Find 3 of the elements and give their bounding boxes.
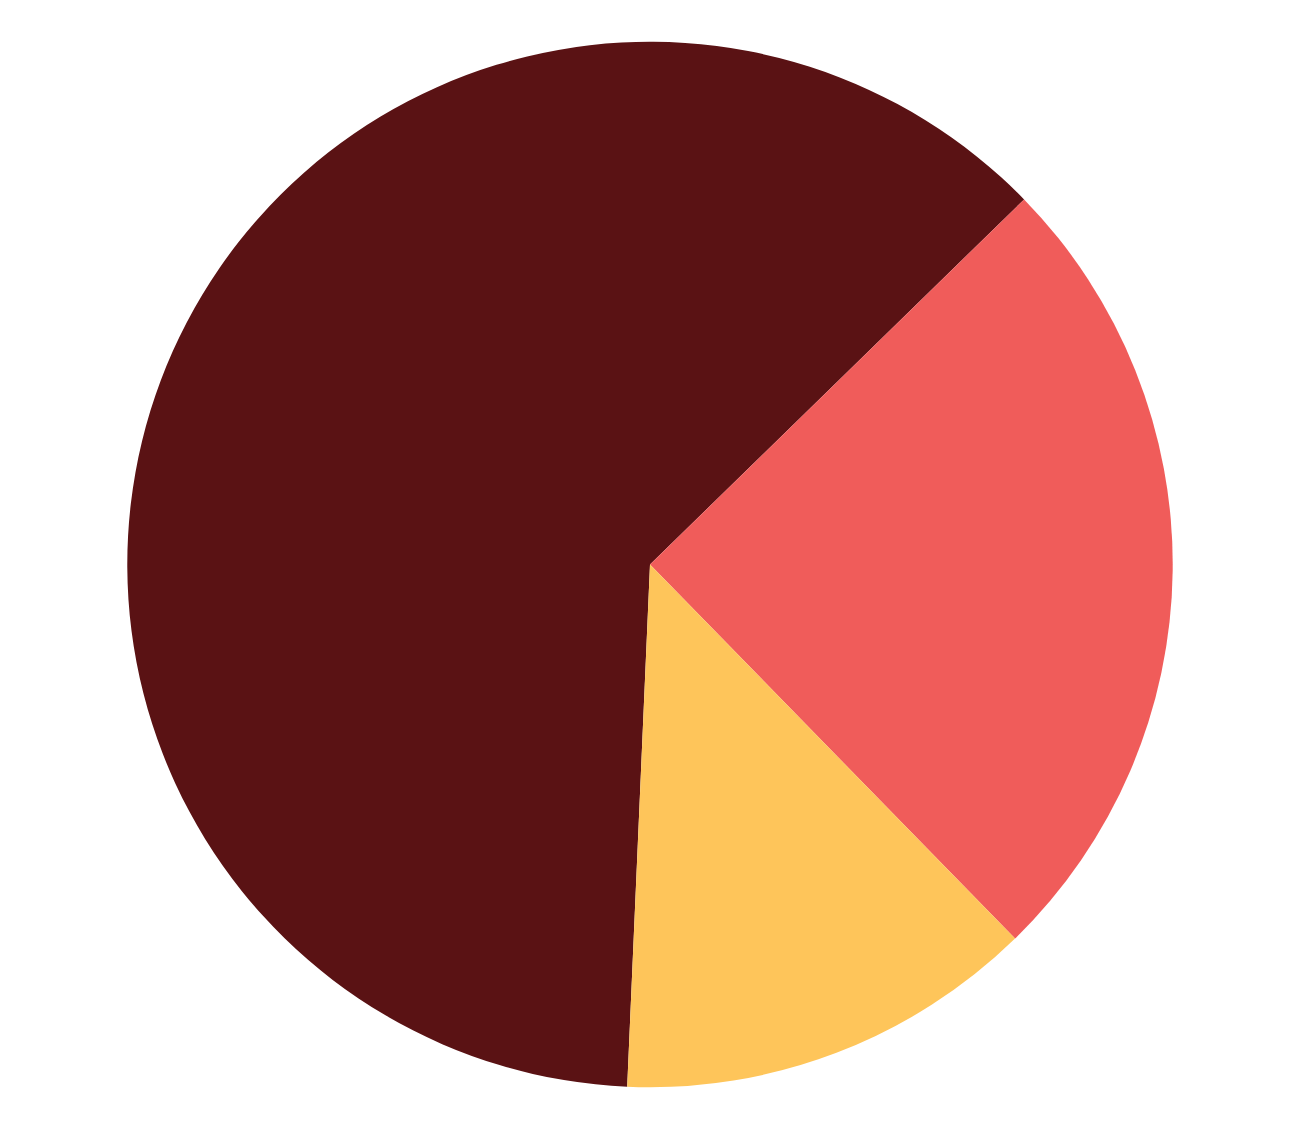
pie-slice: [650, 199, 1173, 939]
pie-slice: [127, 41, 1025, 1087]
pie-slice: [627, 564, 1016, 1087]
